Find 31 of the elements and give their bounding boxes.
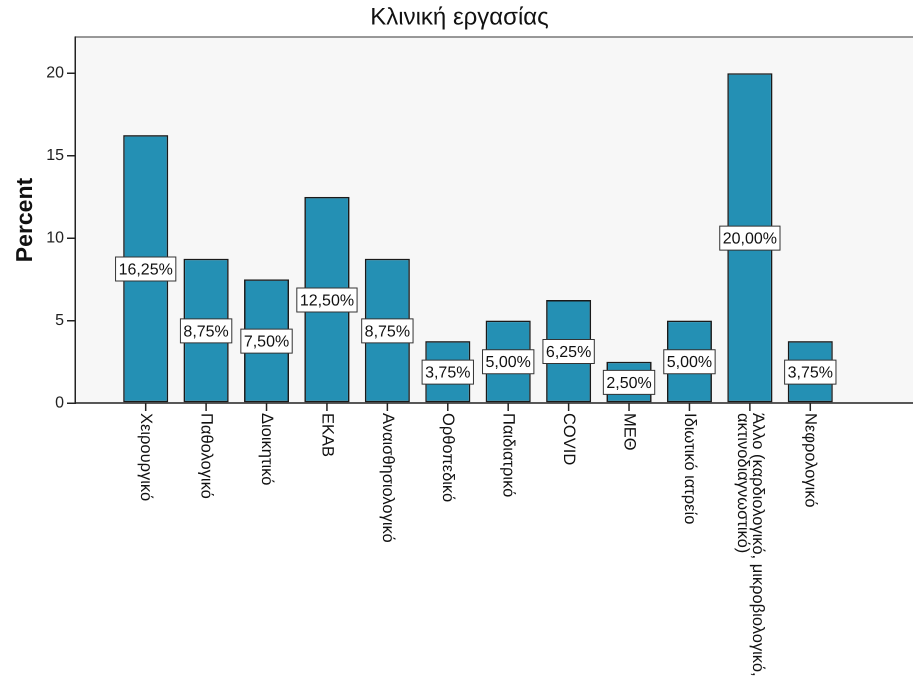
x-tick-label: Αναισθησιολογικό (378, 413, 397, 543)
data-label: 12,50% (300, 292, 354, 310)
x-tick-label: Διοικητικό (258, 413, 276, 486)
y-axis-title: Percent (11, 177, 38, 262)
data-label: 3,75% (425, 364, 470, 382)
x-tick-label: COVID (560, 413, 578, 466)
x-tick-label: Άλλο (καρδιολογικό, μικροβιολογικό, ακτινοδιαγνωστικό) (734, 413, 767, 677)
x-tick-label: Παιδιατρικό (500, 413, 518, 498)
x-tick-label: Παθολογικό (198, 413, 216, 499)
x-tick-label: Ορθοπεδικό (439, 413, 458, 502)
data-label: 5,00% (486, 354, 531, 372)
data-label: 8,75% (364, 323, 410, 340)
x-tick-label: ΕΚΑΒ (318, 413, 336, 458)
data-label: 16,25% (118, 261, 173, 278)
y-tick-label: 15 (46, 147, 64, 164)
data-label: 5,00% (666, 354, 712, 372)
y-tick-label: 5 (55, 312, 64, 329)
data-label: 20,00% (722, 230, 778, 248)
data-label: 6,25% (546, 344, 592, 361)
y-tick-label: 0 (55, 394, 64, 412)
data-label: 8,75% (183, 323, 229, 340)
x-tick-label: Χειρουργικό (137, 413, 156, 502)
data-label: 3,75% (788, 364, 833, 382)
x-tick-label: Νεφρολογικό (802, 413, 820, 508)
data-label: 7,50% (244, 334, 290, 351)
chart-title: Κλινική εργασίας (370, 4, 549, 31)
y-tick-label: 20 (46, 64, 64, 82)
x-tick-label: ΜΕΘ (620, 413, 638, 451)
x-tick-label: Ιδιωτικό ιατρείο (680, 413, 699, 524)
data-label: 2,50% (606, 374, 652, 392)
y-tick-label: 10 (46, 230, 64, 247)
